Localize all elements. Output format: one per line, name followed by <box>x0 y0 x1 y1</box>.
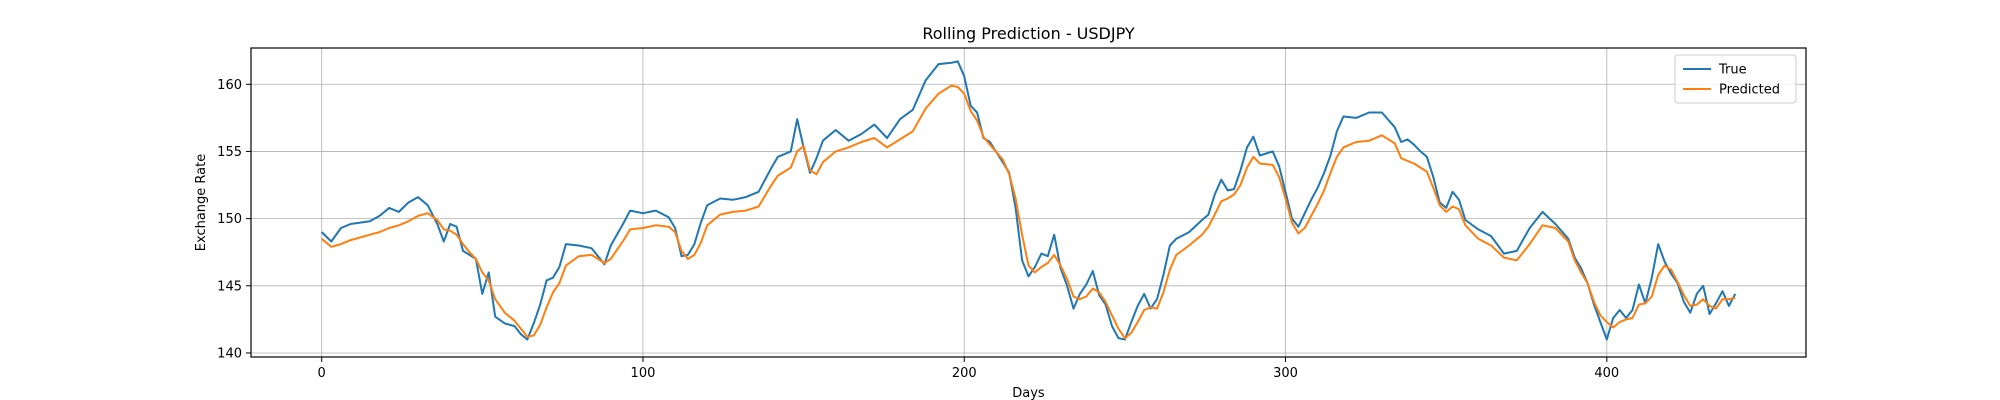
chart-title: Rolling Prediction - USDJPY <box>922 24 1135 43</box>
x-tick-label: 300 <box>1273 366 1298 381</box>
y-tick-label: 145 <box>217 279 242 294</box>
y-tick-label: 155 <box>217 145 242 160</box>
series-line-predicted <box>321 84 1736 340</box>
y-axis-label: Exchange Rate <box>194 154 209 251</box>
legend-label-true: True <box>1718 63 1747 78</box>
y-tick-label: 160 <box>217 78 242 93</box>
legend-box <box>1674 54 1797 104</box>
legend-label-predicted: Predicted <box>1719 83 1780 98</box>
x-tick-label: 0 <box>318 366 326 381</box>
legend: True Predicted <box>1674 54 1797 104</box>
y-tick-label: 140 <box>217 346 242 361</box>
axis-ticks: 0 100 200 300 400 140 145 150 155 160 <box>217 78 1619 381</box>
x-tick-label: 400 <box>1594 366 1619 381</box>
x-tick-label: 100 <box>631 366 656 381</box>
x-axis-label: Days <box>1012 386 1045 400</box>
x-tick-label: 200 <box>952 366 977 381</box>
y-tick-label: 150 <box>217 212 242 227</box>
grid <box>251 48 1806 357</box>
series-group <box>321 60 1737 341</box>
series-line-true <box>321 60 1737 341</box>
axes-frame <box>250 47 1807 358</box>
